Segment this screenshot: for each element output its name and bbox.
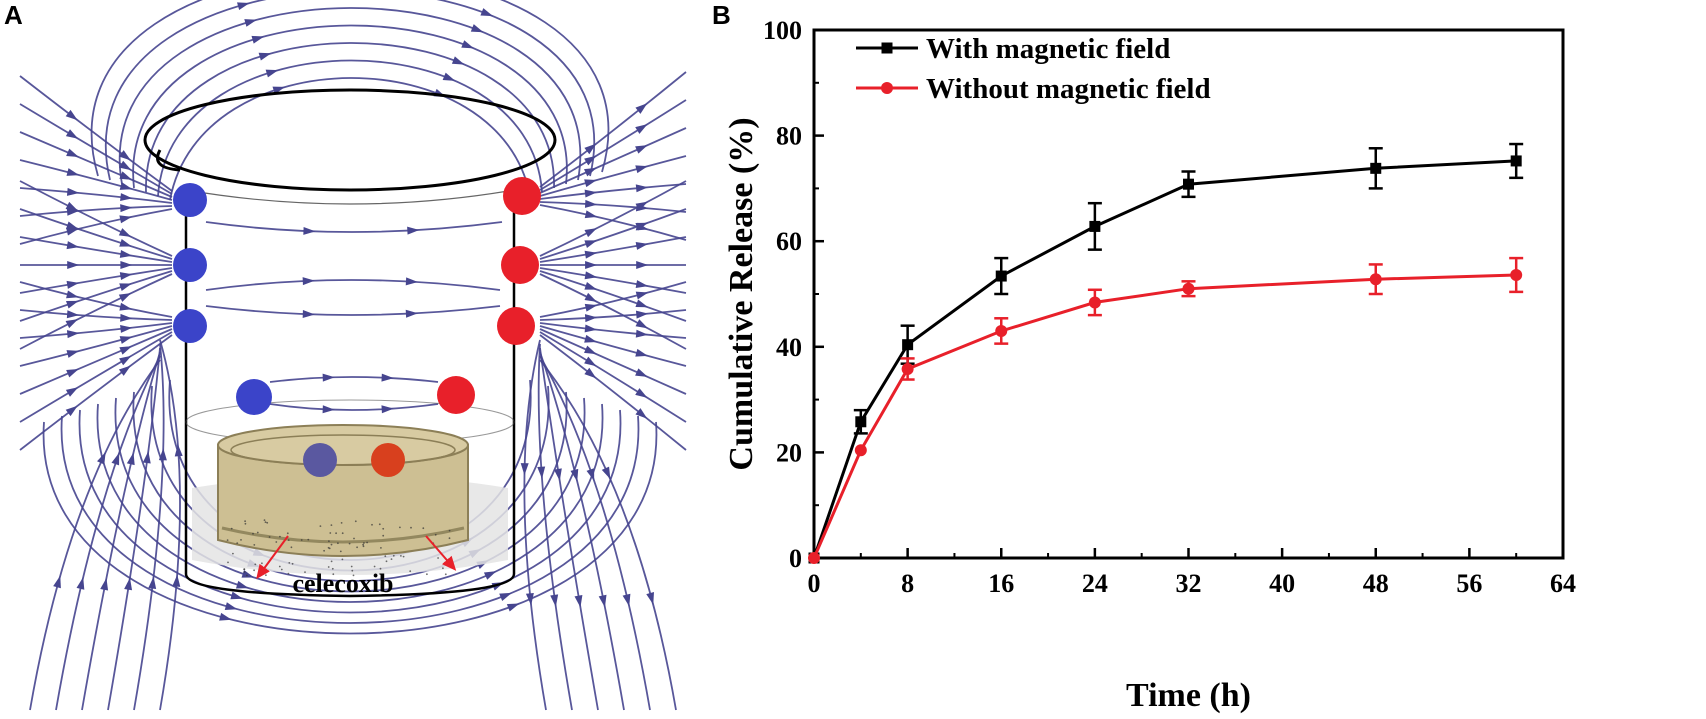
x-axis-title: Time (h): [1126, 677, 1251, 714]
x-tick-label: 48: [1363, 569, 1389, 598]
north-pole: [173, 248, 207, 282]
data-point: [902, 339, 914, 351]
chart-series: [808, 142, 1524, 564]
data-point: [1183, 178, 1194, 190]
north-pole: [173, 309, 207, 343]
north-pole: [173, 183, 207, 217]
north-pole: [236, 379, 272, 415]
x-tick-label: 56: [1456, 569, 1482, 598]
y-tick-label: 0: [789, 544, 802, 573]
x-tick-label: 64: [1550, 569, 1576, 598]
data-point: [1089, 220, 1101, 232]
south-pole: [371, 443, 405, 477]
panel-b-letter: B: [712, 0, 731, 30]
magnetic-field-lines: [19, 0, 687, 711]
chart-legend: With magnetic field Without magnetic fiel…: [856, 33, 1211, 105]
series-1: [808, 142, 1524, 564]
x-tick-label: 16: [988, 569, 1014, 598]
y-tick-label: 100: [763, 16, 802, 45]
y-axis-title: Cumulative Release (%): [723, 117, 760, 470]
data-point: [1182, 282, 1195, 295]
y-tick-label: 20: [776, 438, 802, 467]
series-2: [808, 256, 1524, 564]
magnet-poles: [173, 177, 541, 477]
data-point: [1510, 268, 1523, 281]
north-pole: [303, 443, 337, 477]
data-point: [1369, 273, 1382, 286]
y-tick-label: 40: [776, 333, 802, 362]
series-line: [812, 159, 1517, 559]
panel-a-schematic: A celecoxib: [4, 0, 687, 711]
panel-a-letter: A: [4, 0, 23, 30]
celecoxib-label: celecoxib: [292, 569, 393, 598]
chart-axes: 0 8 16 24 32 40 48 56 64 0 20 40 60 80 100: [763, 16, 1576, 598]
x-tick-label: 32: [1176, 569, 1202, 598]
legend-label: Without magnetic field: [926, 73, 1211, 105]
x-tick-label: 40: [1269, 569, 1295, 598]
south-pole: [501, 246, 539, 284]
panel-b-chart: B 0 8 16 24 32 40 48 56 64 0 20 40 60 80 100 With magn…: [712, 0, 1576, 714]
x-tick-label: 0: [808, 569, 821, 598]
south-pole: [497, 307, 535, 345]
y-tick-label: 80: [776, 122, 802, 151]
legend-marker: [881, 42, 893, 54]
celecoxib-particles: [226, 519, 451, 577]
data-point: [995, 324, 1008, 337]
y-tick-label: 60: [776, 227, 802, 256]
data-point: [854, 444, 867, 457]
data-point: [855, 416, 867, 428]
sample-dish: celecoxib: [192, 424, 508, 598]
data-point: [808, 552, 820, 564]
data-point: [1088, 296, 1101, 309]
data-point: [995, 270, 1007, 282]
south-pole: [437, 376, 475, 414]
legend-label: With magnetic field: [926, 33, 1170, 65]
x-tick-label: 8: [901, 569, 914, 598]
data-point: [1510, 155, 1522, 167]
legend-marker: [881, 82, 893, 94]
series-line: [812, 273, 1517, 559]
x-tick-label: 24: [1082, 569, 1108, 598]
data-point: [1370, 162, 1382, 174]
data-point: [901, 362, 914, 375]
south-pole: [503, 177, 541, 215]
